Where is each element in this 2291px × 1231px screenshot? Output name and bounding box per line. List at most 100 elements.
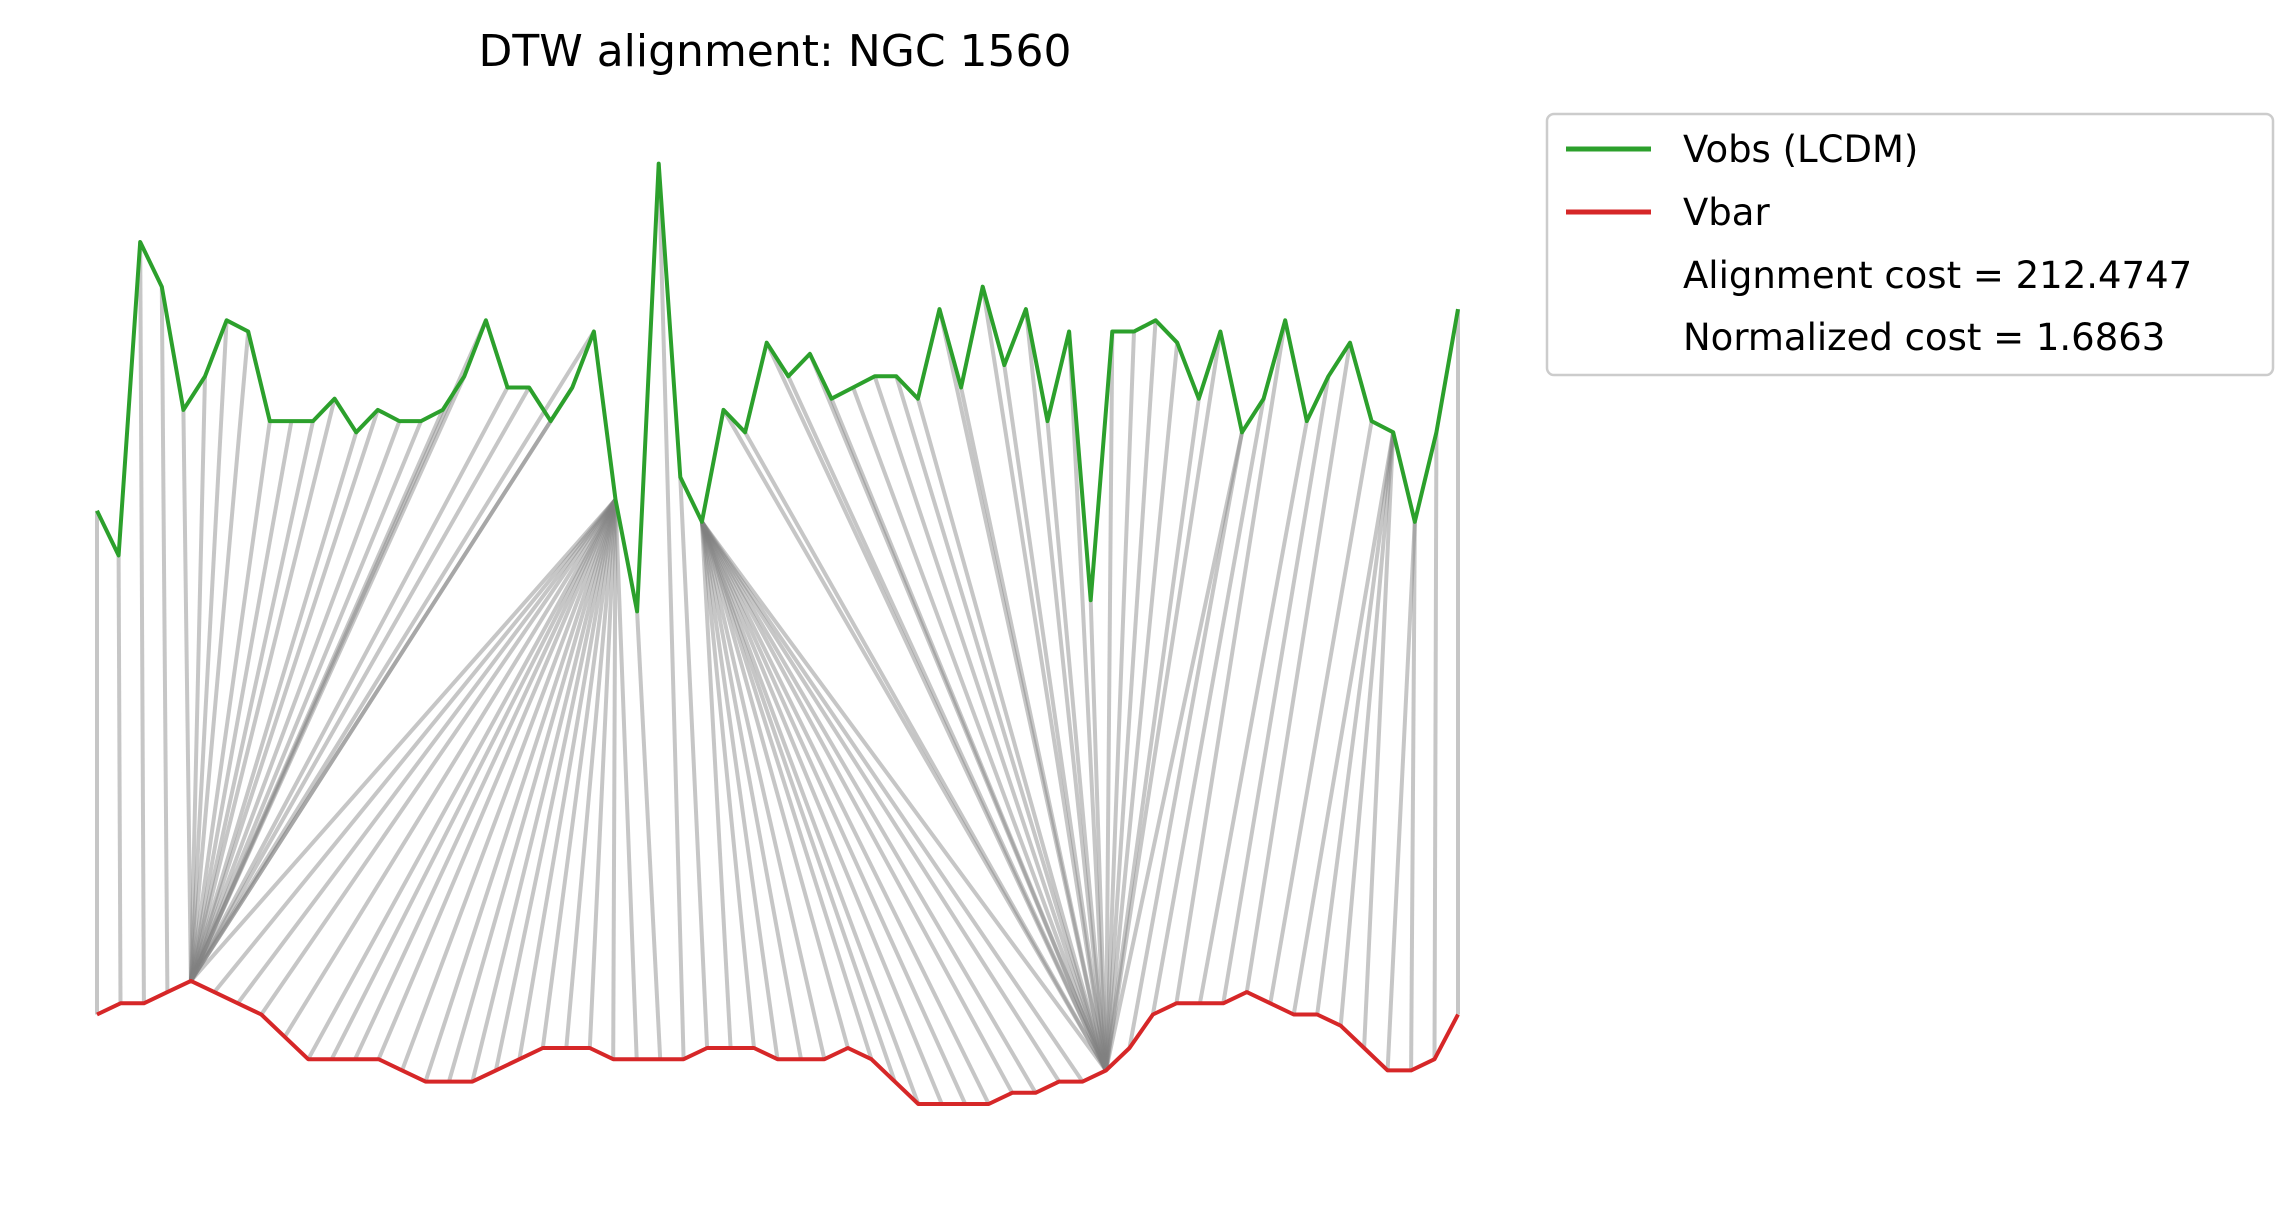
alignment-line bbox=[959, 387, 1108, 1071]
alignment-line bbox=[1221, 375, 1331, 1004]
alignment-line bbox=[1432, 432, 1439, 1060]
alignment-line bbox=[743, 431, 1108, 1072]
legend: Vobs (LCDM) Vbar Alignment cost = 212.47… bbox=[1545, 112, 2275, 377]
alignment-line bbox=[329, 498, 618, 1061]
alignment-line bbox=[189, 409, 445, 982]
alignment-line bbox=[1315, 432, 1396, 1015]
alignment-line bbox=[1045, 420, 1108, 1071]
alignment-line bbox=[764, 341, 1108, 1072]
alignment-line bbox=[1104, 342, 1180, 1071]
alignment-line bbox=[1291, 431, 1396, 1015]
legend-label-vbar: Vbar bbox=[1683, 191, 1770, 234]
alignment-line bbox=[1409, 521, 1417, 1071]
alignment-line bbox=[980, 286, 1108, 1071]
alignment-line bbox=[1104, 331, 1223, 1071]
alignment-line bbox=[517, 499, 618, 1060]
alignment-line bbox=[786, 375, 1108, 1072]
alignment-line bbox=[493, 499, 618, 1071]
alignment-line bbox=[116, 555, 123, 1004]
alignment-line bbox=[189, 375, 467, 982]
alignment-line bbox=[189, 498, 617, 983]
vobs-series-line bbox=[95, 161, 1460, 614]
alignment-line bbox=[189, 386, 531, 982]
alignment-line bbox=[1268, 420, 1374, 1004]
alignment-line bbox=[699, 521, 803, 1060]
alignment-line bbox=[188, 420, 272, 982]
alignment-line bbox=[937, 308, 1108, 1071]
alignment-line bbox=[306, 498, 618, 1061]
alignment-line bbox=[159, 286, 170, 993]
alignment-line bbox=[699, 521, 850, 1049]
alignment-line bbox=[851, 386, 1108, 1072]
alignment-line bbox=[808, 353, 1108, 1072]
alignment-line bbox=[188, 376, 207, 981]
alignment-line bbox=[1197, 420, 1309, 1004]
alignment-line bbox=[699, 521, 827, 1060]
alignment-line bbox=[700, 520, 1108, 1072]
alignment-line bbox=[829, 397, 1108, 1072]
vbar-series-line bbox=[96, 978, 1460, 1106]
alignment-line bbox=[259, 498, 618, 1016]
alignment-line bbox=[635, 611, 663, 1060]
alignment-line bbox=[700, 520, 1014, 1094]
alignment-line bbox=[188, 398, 337, 982]
alignment-line bbox=[915, 398, 1108, 1071]
alignment-line bbox=[700, 521, 897, 1083]
alignment-line bbox=[700, 520, 1085, 1083]
alignment-line bbox=[656, 163, 686, 1060]
alignment-line bbox=[1127, 431, 1244, 1049]
alignment-line bbox=[699, 521, 756, 1049]
alignment-line bbox=[188, 420, 294, 982]
legend-label-alignment-cost: Alignment cost = 212.4747 bbox=[1683, 254, 2192, 297]
alignment-line bbox=[236, 498, 618, 1005]
alignment-line bbox=[894, 375, 1108, 1071]
alignment-line bbox=[1067, 331, 1108, 1071]
alignment-line bbox=[564, 499, 618, 1049]
alignment-line bbox=[1385, 521, 1417, 1071]
plot-area bbox=[95, 161, 1460, 1106]
alignment-line bbox=[700, 520, 1061, 1083]
alignment-line bbox=[699, 521, 874, 1060]
alignment-line bbox=[872, 375, 1108, 1072]
chart-title: DTW alignment: NGC 1560 bbox=[478, 26, 1071, 77]
alignment-line bbox=[282, 498, 618, 1038]
alignment-line bbox=[212, 498, 618, 994]
alignment-line bbox=[189, 319, 488, 982]
alignment-line bbox=[1088, 600, 1108, 1071]
alignment-line bbox=[699, 521, 780, 1060]
alignment-line bbox=[700, 520, 991, 1105]
alignment-line bbox=[400, 498, 618, 1072]
alignment-line bbox=[189, 386, 574, 982]
legend-box bbox=[1545, 112, 2275, 377]
alignment-line bbox=[1244, 342, 1352, 993]
alignment-line bbox=[700, 521, 921, 1105]
alignment-line bbox=[721, 408, 1108, 1072]
alignment-line bbox=[189, 330, 596, 982]
alignment-lines bbox=[95, 163, 1460, 1105]
alignment-line bbox=[1023, 308, 1108, 1071]
alignment-line bbox=[138, 241, 146, 1004]
alignment-line bbox=[1362, 432, 1396, 1049]
alignment-line bbox=[189, 420, 553, 982]
alignment-line bbox=[1002, 364, 1108, 1071]
alignment-line bbox=[611, 499, 618, 1060]
alignment-line bbox=[1150, 398, 1266, 1015]
alignment-line bbox=[188, 431, 359, 982]
alignment-line bbox=[188, 331, 251, 982]
alignment-line bbox=[1104, 431, 1244, 1071]
alignment-line bbox=[699, 521, 733, 1049]
alignment-line bbox=[540, 499, 618, 1049]
legend-label-vobs: Vobs (LCDM) bbox=[1683, 128, 1918, 171]
alignment-line bbox=[188, 420, 315, 982]
alignment-line bbox=[188, 409, 380, 982]
alignment-line bbox=[189, 420, 423, 982]
alignment-line bbox=[700, 521, 944, 1105]
alignment-line bbox=[678, 477, 710, 1049]
alignment-line bbox=[1104, 320, 1158, 1071]
legend-label-normalized-cost: Normalized cost = 1.6863 bbox=[1683, 316, 2165, 359]
alignment-line bbox=[1104, 331, 1136, 1071]
alignment-line bbox=[700, 520, 968, 1105]
alignment-line bbox=[188, 320, 229, 982]
alignment-line bbox=[376, 498, 618, 1060]
